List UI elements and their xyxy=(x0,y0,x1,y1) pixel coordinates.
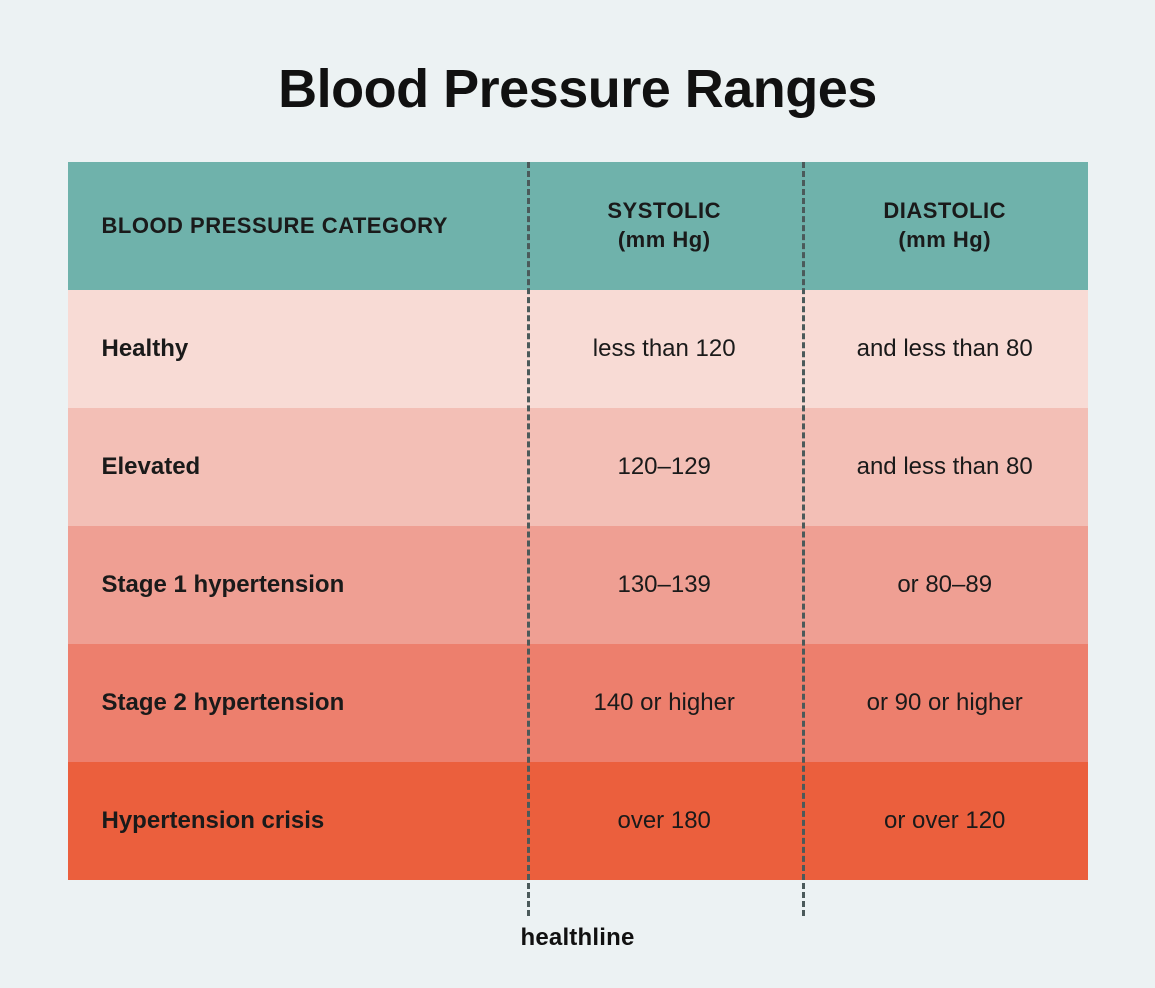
header-sublabel: (mm Hg) xyxy=(618,226,711,255)
table-header-row: BLOOD PRESSURE CATEGORYSYSTOLIC(mm Hg)DI… xyxy=(68,162,1088,290)
table-cell-category: Healthy xyxy=(68,290,527,408)
bp-table: BLOOD PRESSURE CATEGORYSYSTOLIC(mm Hg)DI… xyxy=(68,162,1088,880)
header-label: DIASTOLIC xyxy=(883,197,1006,226)
table-cell-diastolic: and less than 80 xyxy=(802,408,1088,526)
table-cell-diastolic: or 80–89 xyxy=(802,526,1088,644)
table-cell-diastolic: and less than 80 xyxy=(802,290,1088,408)
table-header-cell: DIASTOLIC(mm Hg) xyxy=(802,162,1088,290)
table-row: Stage 1 hypertension130–139or 80–89 xyxy=(68,526,1088,644)
header-label: SYSTOLIC xyxy=(607,197,721,226)
table-cell-systolic: 130–139 xyxy=(527,526,802,644)
header-sublabel: (mm Hg) xyxy=(898,226,991,255)
table-header-cell: SYSTOLIC(mm Hg) xyxy=(527,162,802,290)
page-title: Blood Pressure Ranges xyxy=(0,0,1155,162)
table-cell-systolic: less than 120 xyxy=(527,290,802,408)
table-cell-diastolic: or over 120 xyxy=(802,762,1088,880)
header-label: BLOOD PRESSURE CATEGORY xyxy=(102,213,448,239)
table-cell-category: Stage 1 hypertension xyxy=(68,526,527,644)
table-cell-category: Stage 2 hypertension xyxy=(68,644,527,762)
table-cell-systolic: 140 or higher xyxy=(527,644,802,762)
table-row: Elevated120–129and less than 80 xyxy=(68,408,1088,526)
table-row: Stage 2 hypertension140 or higheror 90 o… xyxy=(68,644,1088,762)
brand-logo: healthline xyxy=(0,924,1155,952)
table-cell-category: Hypertension crisis xyxy=(68,762,527,880)
table-cell-systolic: over 180 xyxy=(527,762,802,880)
table-cell-systolic: 120–129 xyxy=(527,408,802,526)
table-cell-diastolic: or 90 or higher xyxy=(802,644,1088,762)
table-cell-category: Elevated xyxy=(68,408,527,526)
table-header-cell: BLOOD PRESSURE CATEGORY xyxy=(68,162,527,290)
table-row: Healthyless than 120and less than 80 xyxy=(68,290,1088,408)
table-row: Hypertension crisisover 180or over 120 xyxy=(68,762,1088,880)
